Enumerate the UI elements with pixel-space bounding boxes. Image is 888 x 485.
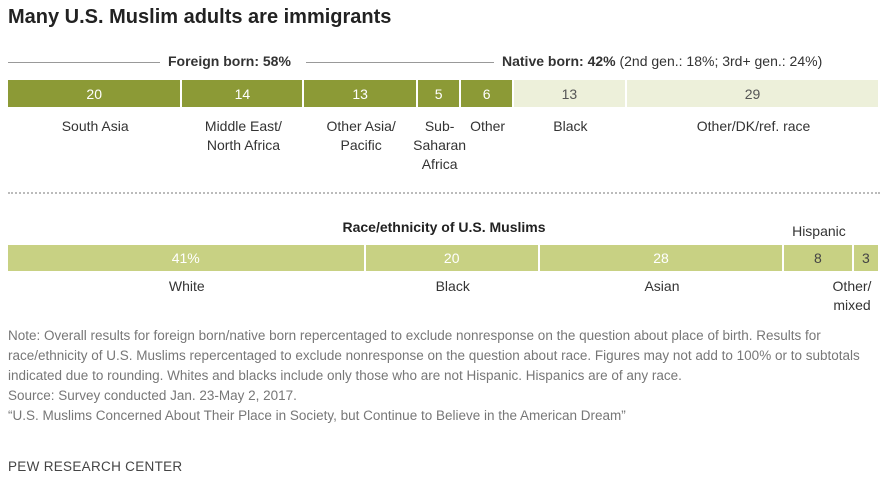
group-rule bbox=[8, 62, 160, 63]
group-detail: (2nd gen.: 18%; 3rd+ gen.: 24%) bbox=[619, 53, 823, 69]
value-label: 14 bbox=[234, 85, 251, 102]
bar-segment: 29 bbox=[627, 80, 880, 107]
value-label: 8 bbox=[814, 250, 822, 266]
bar-segment: 28 bbox=[539, 245, 785, 271]
category-label: Hispanic bbox=[792, 223, 846, 239]
group-label: Foreign born: 58% bbox=[168, 53, 291, 69]
title: Many U.S. Muslim adults are immigrants bbox=[8, 6, 392, 28]
bar-segment: 8 bbox=[784, 245, 854, 271]
value-label: 6 bbox=[482, 85, 491, 102]
bar-segment: 20 bbox=[365, 245, 540, 271]
bar-segment: 14 bbox=[182, 80, 305, 107]
category-label: Black bbox=[553, 118, 588, 134]
bar-segment: 6 bbox=[461, 80, 514, 107]
value-label: 13 bbox=[561, 85, 578, 102]
category-label: Other Asia/ Pacific bbox=[326, 118, 396, 153]
category-label: Other bbox=[470, 118, 506, 134]
notes: Note: Overall results for foreign born/n… bbox=[8, 326, 880, 426]
bar-segment: 13 bbox=[304, 80, 418, 107]
value-label: 13 bbox=[352, 85, 368, 102]
value-label: 29 bbox=[744, 85, 761, 102]
group-label-wrap: Native born: 42% (2nd gen.: 18%; 3rd+ ge… bbox=[502, 53, 822, 69]
separator bbox=[8, 192, 880, 194]
category-label: Other/ mixed bbox=[832, 278, 872, 313]
value-label: 20 bbox=[86, 85, 102, 102]
citation: “U.S. Muslims Concerned About Their Plac… bbox=[8, 408, 626, 423]
value-label: 28 bbox=[653, 250, 669, 266]
category-label: Sub-Saharan Africa bbox=[413, 118, 467, 172]
bar-segment: 3 bbox=[853, 245, 880, 271]
footer: PEW RESEARCH CENTER bbox=[8, 459, 183, 474]
value-label: 20 bbox=[443, 250, 460, 266]
chart-title: Race/ethnicity of U.S. Muslims bbox=[342, 219, 546, 235]
category-label: South Asia bbox=[61, 118, 129, 134]
category-label: Asian bbox=[644, 278, 680, 294]
note: Note: Overall results for foreign born/n… bbox=[8, 328, 860, 383]
source: Source: Survey conducted Jan. 23-May 2, … bbox=[8, 388, 297, 403]
category-label: Other/DK/ref. race bbox=[696, 118, 811, 134]
value-label: 41% bbox=[171, 250, 200, 266]
category-label: Black bbox=[435, 278, 470, 294]
group-rule bbox=[306, 62, 494, 63]
group-label: Native born: 42% bbox=[502, 53, 616, 69]
category-label: Middle East/ North Africa bbox=[204, 118, 282, 153]
bar-segment: 20 bbox=[8, 80, 183, 107]
value-label: 3 bbox=[862, 250, 870, 266]
value-label: 5 bbox=[434, 85, 443, 102]
bar-segment: 5 bbox=[417, 80, 462, 107]
bar-segment: 41% bbox=[8, 245, 366, 271]
category-label: White bbox=[168, 278, 205, 294]
bar-segment: 13 bbox=[513, 80, 628, 107]
